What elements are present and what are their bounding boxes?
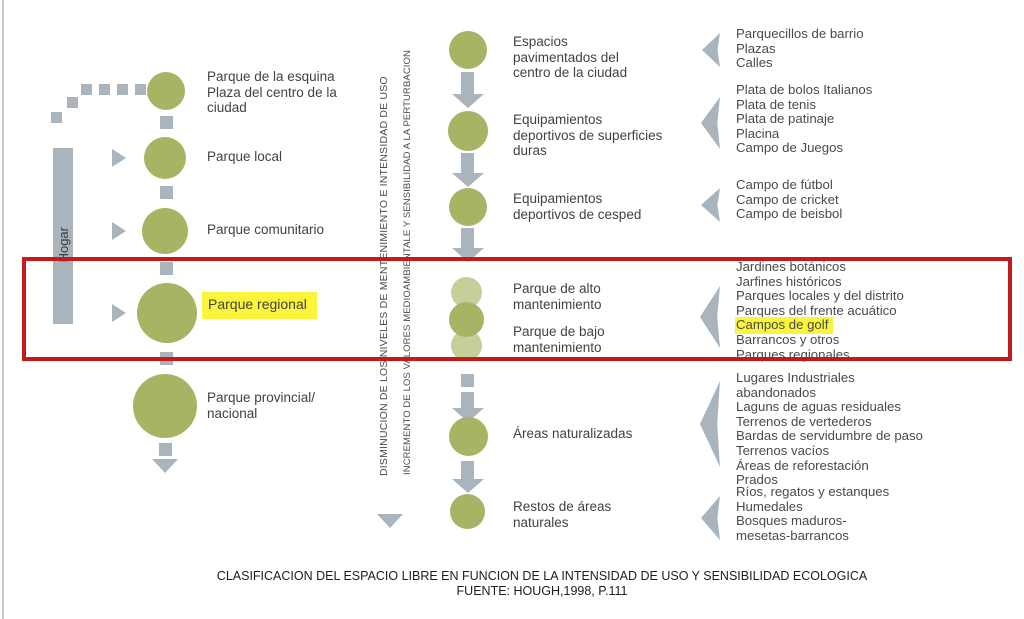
example-group: Plata de bolos Italianos Plata de tenis … (736, 82, 873, 156)
chevron-left-icon (701, 97, 720, 149)
caption-title: CLASIFICACION DEL ESPACIO LIBRE EN FUNCI… (216, 569, 868, 583)
example-item: Plata de tenis (736, 96, 816, 112)
example-group: Campo de fútbol Campo de cricket Campo d… (736, 177, 843, 222)
example-item: Jarfines históricos (736, 273, 842, 289)
park-node-circle (147, 72, 185, 110)
chevron-left-icon (701, 496, 720, 540)
example-item: Plazas (736, 40, 776, 56)
flow-arrow-tail (461, 153, 474, 173)
example-group: Parquecillos de barrio Plazas Calles (736, 26, 864, 71)
park-label-esquina: Parque de la esquina Plaza del centro de… (207, 69, 337, 115)
caption-source: FUENTE: HOUGH,1998, P.111 (456, 584, 628, 598)
chevron-left-icon (702, 33, 720, 67)
park-label-comunitario: Parque comunitario (207, 222, 325, 237)
connector-square (117, 84, 128, 95)
park-node-circle (142, 208, 188, 254)
example-item: Bosques maduros- mesetas-barrancos (736, 513, 849, 543)
chevron-right-icon (112, 222, 126, 240)
example-item: Campos de golf (735, 317, 904, 334)
category-circle (448, 111, 488, 151)
example-group: Ríos, regatos y estanques Humedales Bosq… (736, 484, 890, 543)
flow-arrow-tail (461, 392, 474, 408)
example-item: Parquecillos de barrio (736, 26, 864, 41)
park-node-circle (144, 137, 186, 179)
example-item: Áreas de reforestación (736, 457, 869, 473)
category-circle (450, 494, 485, 529)
example-item: Barrancos y otros (736, 331, 840, 347)
category-label-naturalizadas: Áreas naturalizadas (513, 426, 633, 441)
example-item: Lugares Industriales abandonados (736, 370, 855, 400)
example-item: Terrenos vacíos (736, 442, 830, 458)
connector-square (461, 374, 474, 387)
example-item: Prados (736, 472, 778, 488)
flow-arrow-down-icon (452, 94, 484, 108)
page-left-border (2, 0, 4, 619)
example-item: Parques del frente acuático (736, 302, 897, 318)
example-item: Laguns de aguas residuales (736, 399, 901, 415)
category-label-cesped: Equipamientos deportivos de cesped (513, 191, 642, 222)
axis-arrow-down-icon (377, 514, 403, 528)
flow-arrow-tail (461, 228, 474, 248)
category-circle (449, 188, 487, 226)
example-item: Campo de beisbol (736, 206, 843, 222)
park-label-provincial: Parque provincial/ nacional (207, 390, 316, 421)
chevron-left-icon (701, 188, 720, 222)
connector-square (81, 84, 92, 95)
category-label-restos: Restos de áreas naturales (513, 499, 612, 530)
example-item: Campo de Juegos (736, 140, 844, 156)
category-label-alto: Parque de alto mantenimiento (513, 281, 602, 312)
category-label-espacios: Espacios pavimentados del centro de la c… (513, 34, 628, 80)
category-circle (449, 302, 484, 337)
connector-square (159, 443, 172, 456)
chevron-right-icon (112, 304, 126, 322)
flow-arrow-tail (461, 72, 474, 94)
connector-square (67, 97, 78, 108)
category-label-duras: Equipamientos deportivos de superficies … (513, 112, 663, 158)
example-item: Calles (736, 55, 773, 71)
flow-arrow-down-icon (152, 459, 178, 473)
example-item: Terrenos de vertederos (736, 413, 872, 429)
park-label-local: Parque local (207, 149, 283, 164)
connector-square (135, 84, 146, 95)
flow-arrow-down-icon (452, 173, 484, 187)
annotation-red-box (22, 257, 1012, 361)
example-item: Humedales (736, 498, 803, 514)
example-item: Plata de bolos Italianos (736, 82, 873, 97)
connector-square (160, 116, 173, 129)
connector-square (160, 262, 173, 275)
chevron-right-icon (112, 149, 126, 167)
connector-square (160, 186, 173, 199)
example-item: Bardas de servidumbre de paso (736, 428, 923, 444)
flow-arrow-tail (461, 461, 474, 479)
example-item: Campo de cricket (736, 191, 839, 207)
example-group: Lugares Industriales abandonados Laguns … (736, 370, 923, 488)
connector-square (51, 112, 62, 123)
hogar-bar: Hogar (53, 148, 73, 324)
category-circle (449, 417, 488, 456)
park-node-circle (133, 374, 197, 438)
category-label-bajo: Parque de bajo mantenimiento (513, 324, 605, 355)
park-node-circle (137, 283, 197, 343)
category-circle (449, 31, 487, 69)
example-item: Placina (736, 125, 780, 141)
example-item: Parques locales y del distrito (736, 288, 904, 304)
example-item: Plata de patinaje (736, 111, 835, 127)
example-item: Ríos, regatos y estanques (736, 484, 890, 499)
flow-arrow-down-icon (452, 479, 484, 493)
chevron-left-icon (700, 381, 720, 467)
example-item: Jardines botánicos (736, 259, 846, 274)
park-label-regional-highlighted: Parque regional (202, 292, 317, 319)
example-item: Campo de fútbol (736, 177, 833, 192)
connector-square (99, 84, 110, 95)
highlighted-example-campos-de-golf: Campos de golf (735, 317, 834, 334)
caption: CLASIFICACION DEL ESPACIO LIBRE EN FUNCI… (62, 569, 1022, 599)
